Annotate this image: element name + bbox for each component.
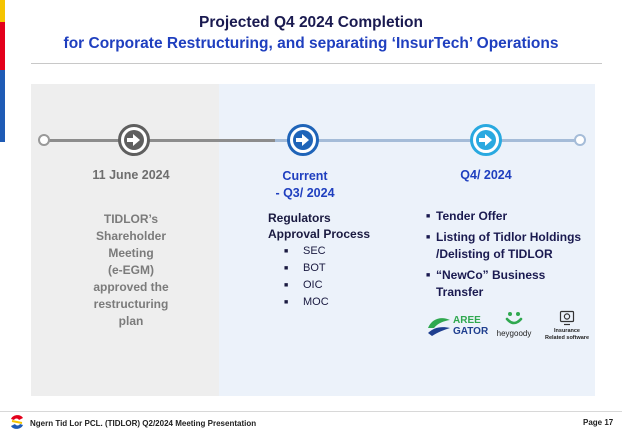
bullet-icon: ■ [284,265,289,272]
arrow-right-circle-icon [287,124,319,156]
milestone-description-egm: TIDLOR’s Shareholder Meeting (e-EGM) app… [93,212,169,328]
q4-action-list: ■ Tender Offer ■ Listing of Tidlor Holding… [426,208,611,305]
milestone-date-current: Current - Q3/ 2024 [275,169,335,200]
insurance-software-logo: Insurance Related software [541,310,593,344]
list-item: ■ OIC [284,277,329,294]
areegator-mark-icon [428,318,450,336]
tidlor-logo-icon [11,415,23,429]
list-item: ■ Tender Offer [426,209,508,223]
timeline-line-upcoming [275,139,578,142]
timeline-start-node [38,134,50,146]
arrow-right-circle-icon [470,124,502,156]
bullet-icon: ■ [426,213,431,220]
bullet-icon: ■ [284,299,289,306]
brand-stripe-blue [0,70,5,142]
milestone-date-june: 11 June 2024 [92,168,170,182]
bullet-icon: ■ [426,272,431,279]
regulator-list: ■ SEC ■ BOT ■ OIC ■ MOC [284,243,329,311]
list-item: ■ “NewCo” Business Transfer [426,268,546,299]
smile-icon [505,312,523,325]
slide-title: Projected Q4 2024 Completion [199,14,423,31]
footer-divider [0,411,622,412]
heygoody-logo: heygoody [492,310,536,344]
footer-company: Ngern Tid Lor PCL. (TIDLOR) Q2/2024 Meet… [30,419,257,428]
gear-monitor-icon [559,310,575,326]
bullet-icon: ■ [284,282,289,289]
brand-stripe-yellow [0,0,5,22]
timeline-end-node [574,134,586,146]
areegator-logo: AREE GATOR [426,312,488,342]
list-item: ■ BOT [284,260,329,277]
list-item: ■ SEC [284,243,329,260]
bullet-icon: ■ [284,248,289,255]
list-item: ■ MOC [284,294,329,311]
milestone-date-q4: Q4/ 2024 [460,168,512,182]
page-number: Page 17 [583,418,614,427]
timeline-line-completed [45,139,275,142]
arrow-right-circle-icon [118,124,150,156]
bullet-icon: ■ [426,234,431,241]
slide-subtitle: for Corporate Restructuring, and separat… [63,35,559,52]
upcoming-phase-panel [219,84,595,396]
list-item: ■ Listing of Tidlor Holdings /Delisting o… [426,230,582,261]
regulators-approval-heading: Regulators Approval Process [268,211,371,241]
title-divider [31,63,602,64]
brand-stripe-red [0,22,5,70]
newco-logos: AREE GATOR heygoody Insurance Related so… [426,310,589,344]
